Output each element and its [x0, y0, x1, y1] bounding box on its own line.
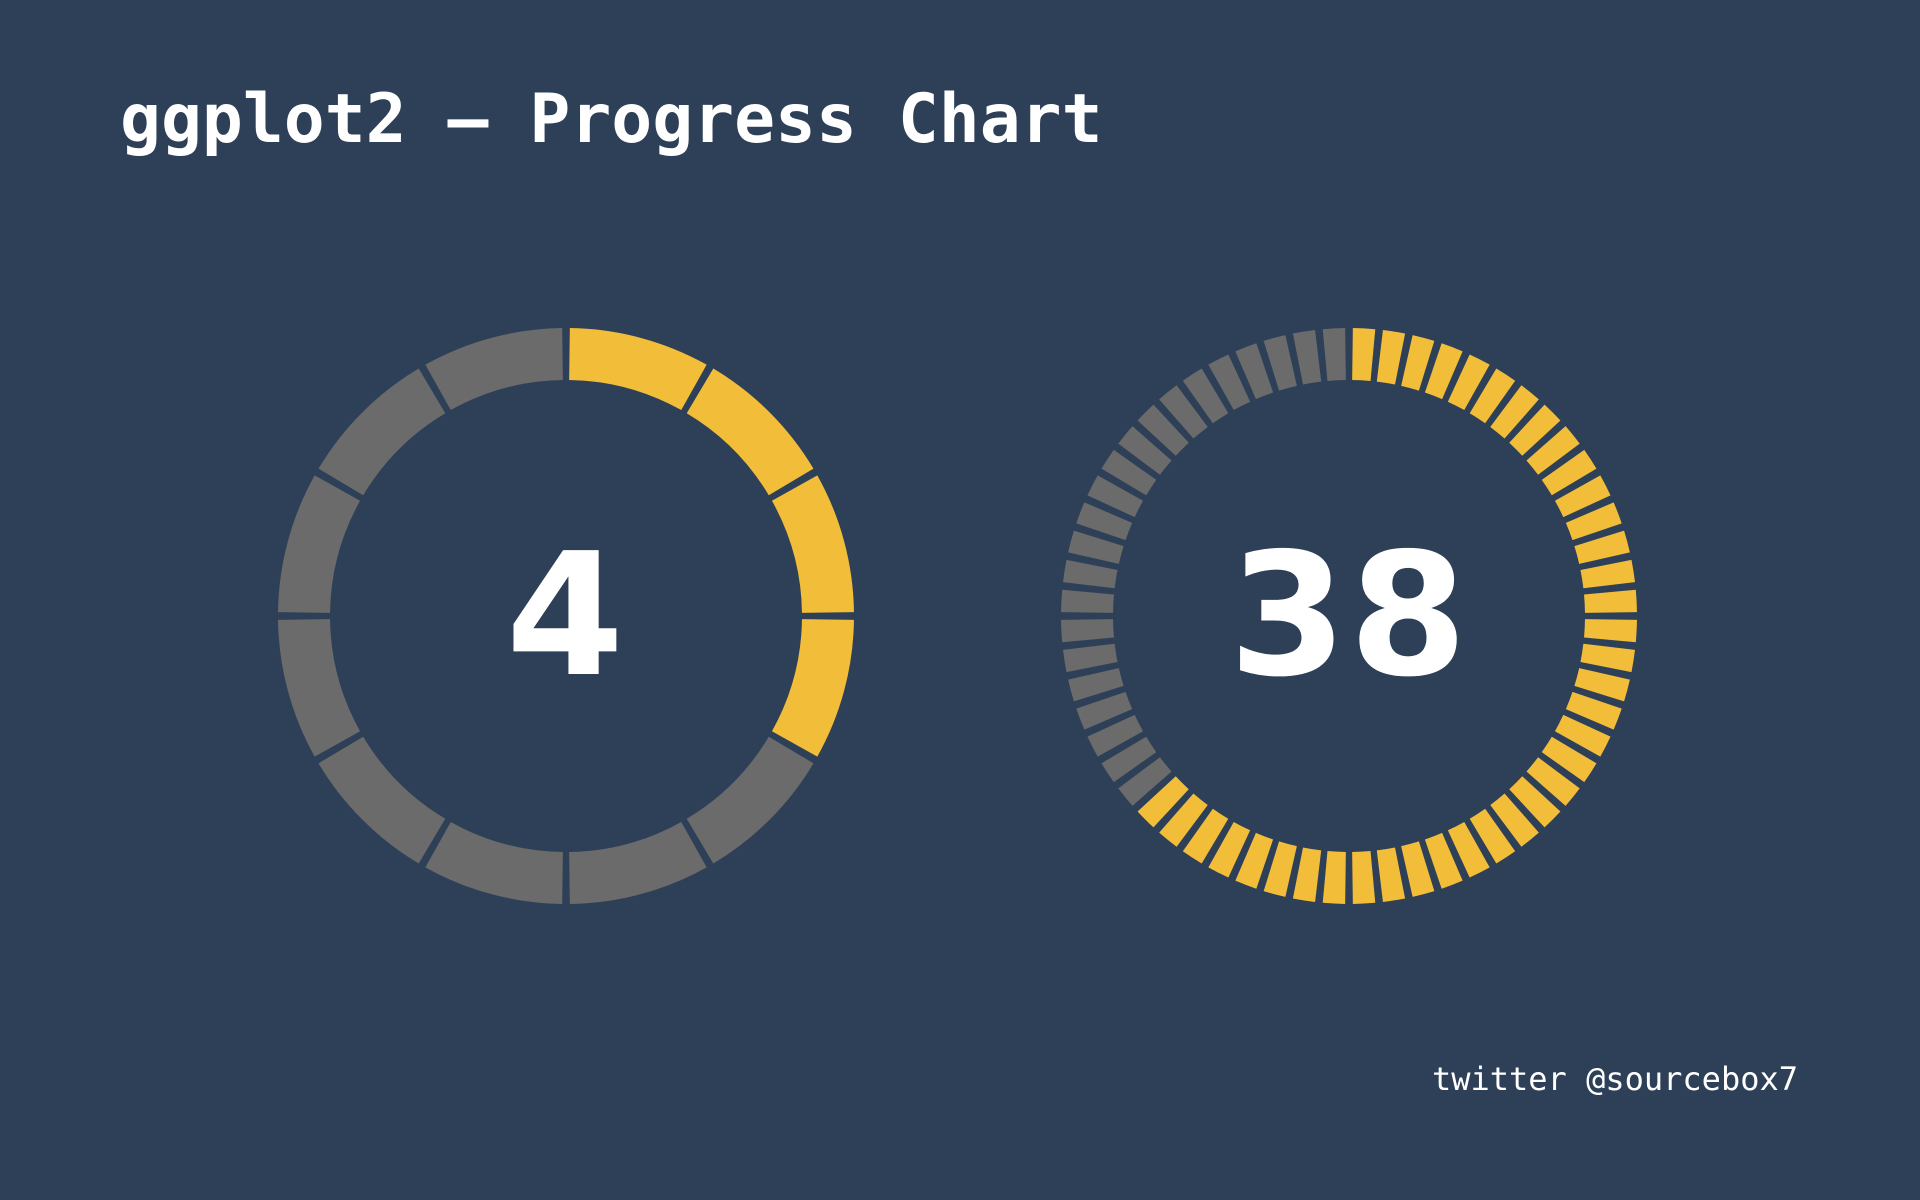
progress-segment-empty: [1076, 502, 1133, 541]
progress-value-2: 38: [1228, 517, 1470, 715]
progress-segment-filled: [569, 328, 707, 411]
progress-segment-filled: [1159, 793, 1208, 847]
progress-segment-empty: [278, 475, 361, 613]
progress-segment-filled: [1490, 385, 1539, 439]
progress-chart-2: 38: [1049, 316, 1649, 916]
progress-segment-filled: [1584, 619, 1637, 643]
progress-segment-empty: [425, 328, 563, 411]
progress-segment-filled: [1574, 530, 1630, 564]
progress-segment-filled: [1490, 793, 1539, 847]
progress-segment-filled: [1541, 449, 1597, 496]
progress-segment-filled: [1401, 841, 1435, 897]
progress-segment-empty: [1118, 757, 1172, 806]
progress-segment-filled: [771, 475, 854, 613]
progress-segment-empty: [1061, 619, 1114, 643]
progress-segment-empty: [318, 736, 446, 864]
progress-segment-filled: [1469, 368, 1516, 424]
progress-segment-empty: [318, 368, 446, 496]
progress-segment-empty: [1087, 714, 1144, 757]
progress-segment-empty: [1076, 691, 1133, 730]
progress-segment-filled: [1447, 821, 1490, 878]
progress-segment-filled: [1509, 776, 1561, 828]
progress-segment-empty: [1263, 335, 1297, 391]
progress-segment-filled: [1469, 808, 1516, 864]
progress-segment-empty: [1068, 530, 1124, 564]
progress-segment-filled: [1526, 757, 1580, 806]
progress-segment-filled: [1554, 714, 1611, 757]
progress-segment-empty: [1061, 589, 1114, 613]
progress-segment-empty: [1235, 343, 1274, 400]
progress-chart-1: 4: [266, 316, 866, 916]
progress-segment-empty: [1118, 426, 1172, 475]
progress-segment-filled: [1580, 643, 1635, 673]
twitter-handle: twitter @sourcebox7: [1431, 1060, 1798, 1098]
progress-segment-filled: [686, 368, 814, 496]
progress-ring-1: [278, 328, 854, 904]
progress-segment-empty: [425, 821, 563, 904]
progress-segment-empty: [1159, 385, 1208, 439]
progress-segment-empty: [1292, 330, 1322, 385]
progress-segment-filled: [1208, 821, 1251, 878]
progress-segment-filled: [1565, 502, 1622, 541]
progress-segment-empty: [1063, 643, 1118, 673]
progress-segment-empty: [1068, 668, 1124, 702]
progress-segment-filled: [1376, 330, 1406, 385]
progress-segment-filled: [1541, 736, 1597, 783]
progress-segment-filled: [1565, 691, 1622, 730]
progress-segment-filled: [1352, 328, 1376, 381]
page-title: ggplot2 – Progress Chart: [120, 80, 1103, 159]
progress-segment-filled: [1235, 832, 1274, 889]
progress-segment-empty: [1182, 368, 1229, 424]
progress-segment-filled: [1376, 847, 1406, 902]
progress-segment-empty: [1101, 449, 1157, 496]
progress-segment-empty: [686, 736, 814, 864]
progress-segment-filled: [1447, 354, 1490, 411]
progress-segment-filled: [1526, 426, 1580, 475]
progress-segment-filled: [1424, 832, 1463, 889]
progress-segment-filled: [1554, 475, 1611, 518]
progress-segment-filled: [1424, 343, 1463, 400]
progress-value-1: 4: [505, 517, 627, 715]
progress-segment-filled: [1580, 559, 1635, 589]
progress-segment-filled: [1352, 851, 1376, 904]
progress-segment-filled: [1182, 808, 1229, 864]
progress-segment-empty: [1322, 328, 1346, 381]
progress-segment-empty: [569, 821, 707, 904]
progress-segment-filled: [1292, 847, 1322, 902]
progress-segment-empty: [1137, 404, 1189, 456]
progress-segment-filled: [1509, 404, 1561, 456]
progress-segment-filled: [1584, 589, 1637, 613]
progress-segment-empty: [1101, 736, 1157, 783]
progress-segment-filled: [1137, 776, 1189, 828]
progress-segment-empty: [1208, 354, 1251, 411]
progress-segment-filled: [771, 619, 854, 757]
progress-ring-2: [1061, 328, 1637, 904]
progress-segment-empty: [278, 619, 361, 757]
progress-segment-empty: [1063, 559, 1118, 589]
progress-segment-filled: [1401, 335, 1435, 391]
progress-segment-filled: [1322, 851, 1346, 904]
progress-segment-filled: [1574, 668, 1630, 702]
progress-segment-filled: [1263, 841, 1297, 897]
progress-segment-empty: [1087, 475, 1144, 518]
